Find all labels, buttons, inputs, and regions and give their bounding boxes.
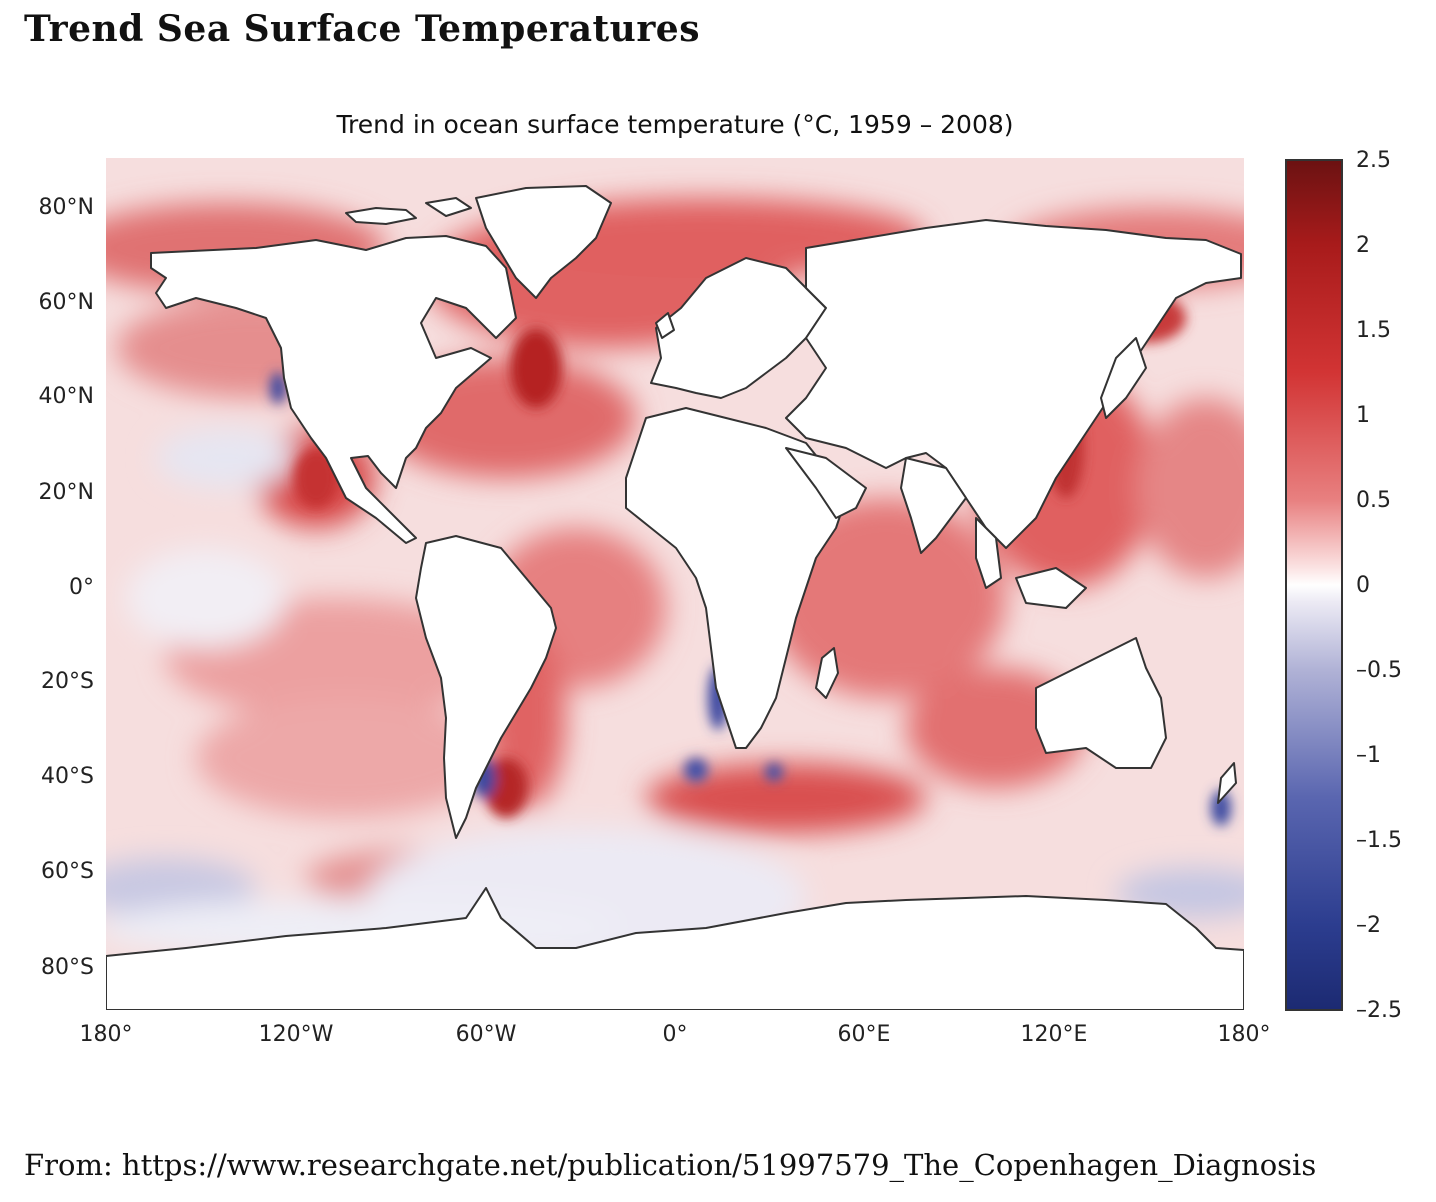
colorbar-label-neg-2-5: –2.5	[1356, 998, 1402, 1023]
colorbar	[1285, 159, 1343, 1011]
lat-label-40n: 40°N	[38, 384, 94, 409]
sst-trend-map	[106, 158, 1244, 1010]
colorbar-label-neg-1-5: –1.5	[1356, 828, 1402, 853]
colorbar-label-1-5: 1.5	[1356, 318, 1391, 343]
source-citation: From: https://www.researchgate.net/publi…	[24, 1148, 1317, 1182]
lat-label-40s: 40°S	[41, 764, 94, 789]
colorbar-label-0-5: 0.5	[1356, 488, 1391, 513]
north-america	[150, 235, 517, 544]
lon-label-60w: 60°W	[455, 1022, 517, 1047]
lon-label-180e: 180°	[1217, 1022, 1271, 1047]
lon-label-60e: 60°E	[837, 1022, 891, 1047]
lat-label-80s: 80°S	[41, 955, 94, 980]
asia	[785, 219, 1242, 549]
lat-label-20s: 20°S	[41, 669, 94, 694]
lon-label-120w: 120°W	[258, 1022, 334, 1047]
figure-title: Trend in ocean surface temperature (°C, …	[336, 110, 1014, 139]
lon-label-120e: 120°E	[1020, 1022, 1088, 1047]
africa	[625, 407, 847, 749]
colorbar-label-0: 0	[1356, 573, 1370, 598]
colorbar-label-2: 2	[1356, 233, 1370, 258]
lat-label-0: 0°	[69, 575, 94, 600]
page-title: Trend Sea Surface Temperatures	[24, 8, 700, 50]
colorbar-label-neg-0-5: –0.5	[1356, 658, 1402, 683]
lat-label-60s: 60°S	[41, 859, 94, 884]
colorbar-label-neg-2: –2	[1356, 913, 1381, 938]
lat-label-80n: 80°N	[38, 195, 94, 220]
lat-label-20n: 20°N	[38, 480, 94, 505]
lon-label-0: 0°	[662, 1022, 688, 1047]
lat-label-60n: 60°N	[38, 290, 94, 315]
land-masses	[106, 185, 1244, 1010]
colorbar-label-neg-1: –1	[1356, 743, 1381, 768]
colorbar-label-1: 1	[1356, 403, 1370, 428]
greenland	[475, 185, 612, 299]
south-america	[415, 535, 557, 839]
antarctica	[106, 887, 1244, 1010]
colorbar-label-2-5: 2.5	[1356, 148, 1391, 173]
lon-label-180w: 180°	[79, 1022, 133, 1047]
europe	[650, 257, 827, 399]
australia	[1035, 637, 1167, 769]
